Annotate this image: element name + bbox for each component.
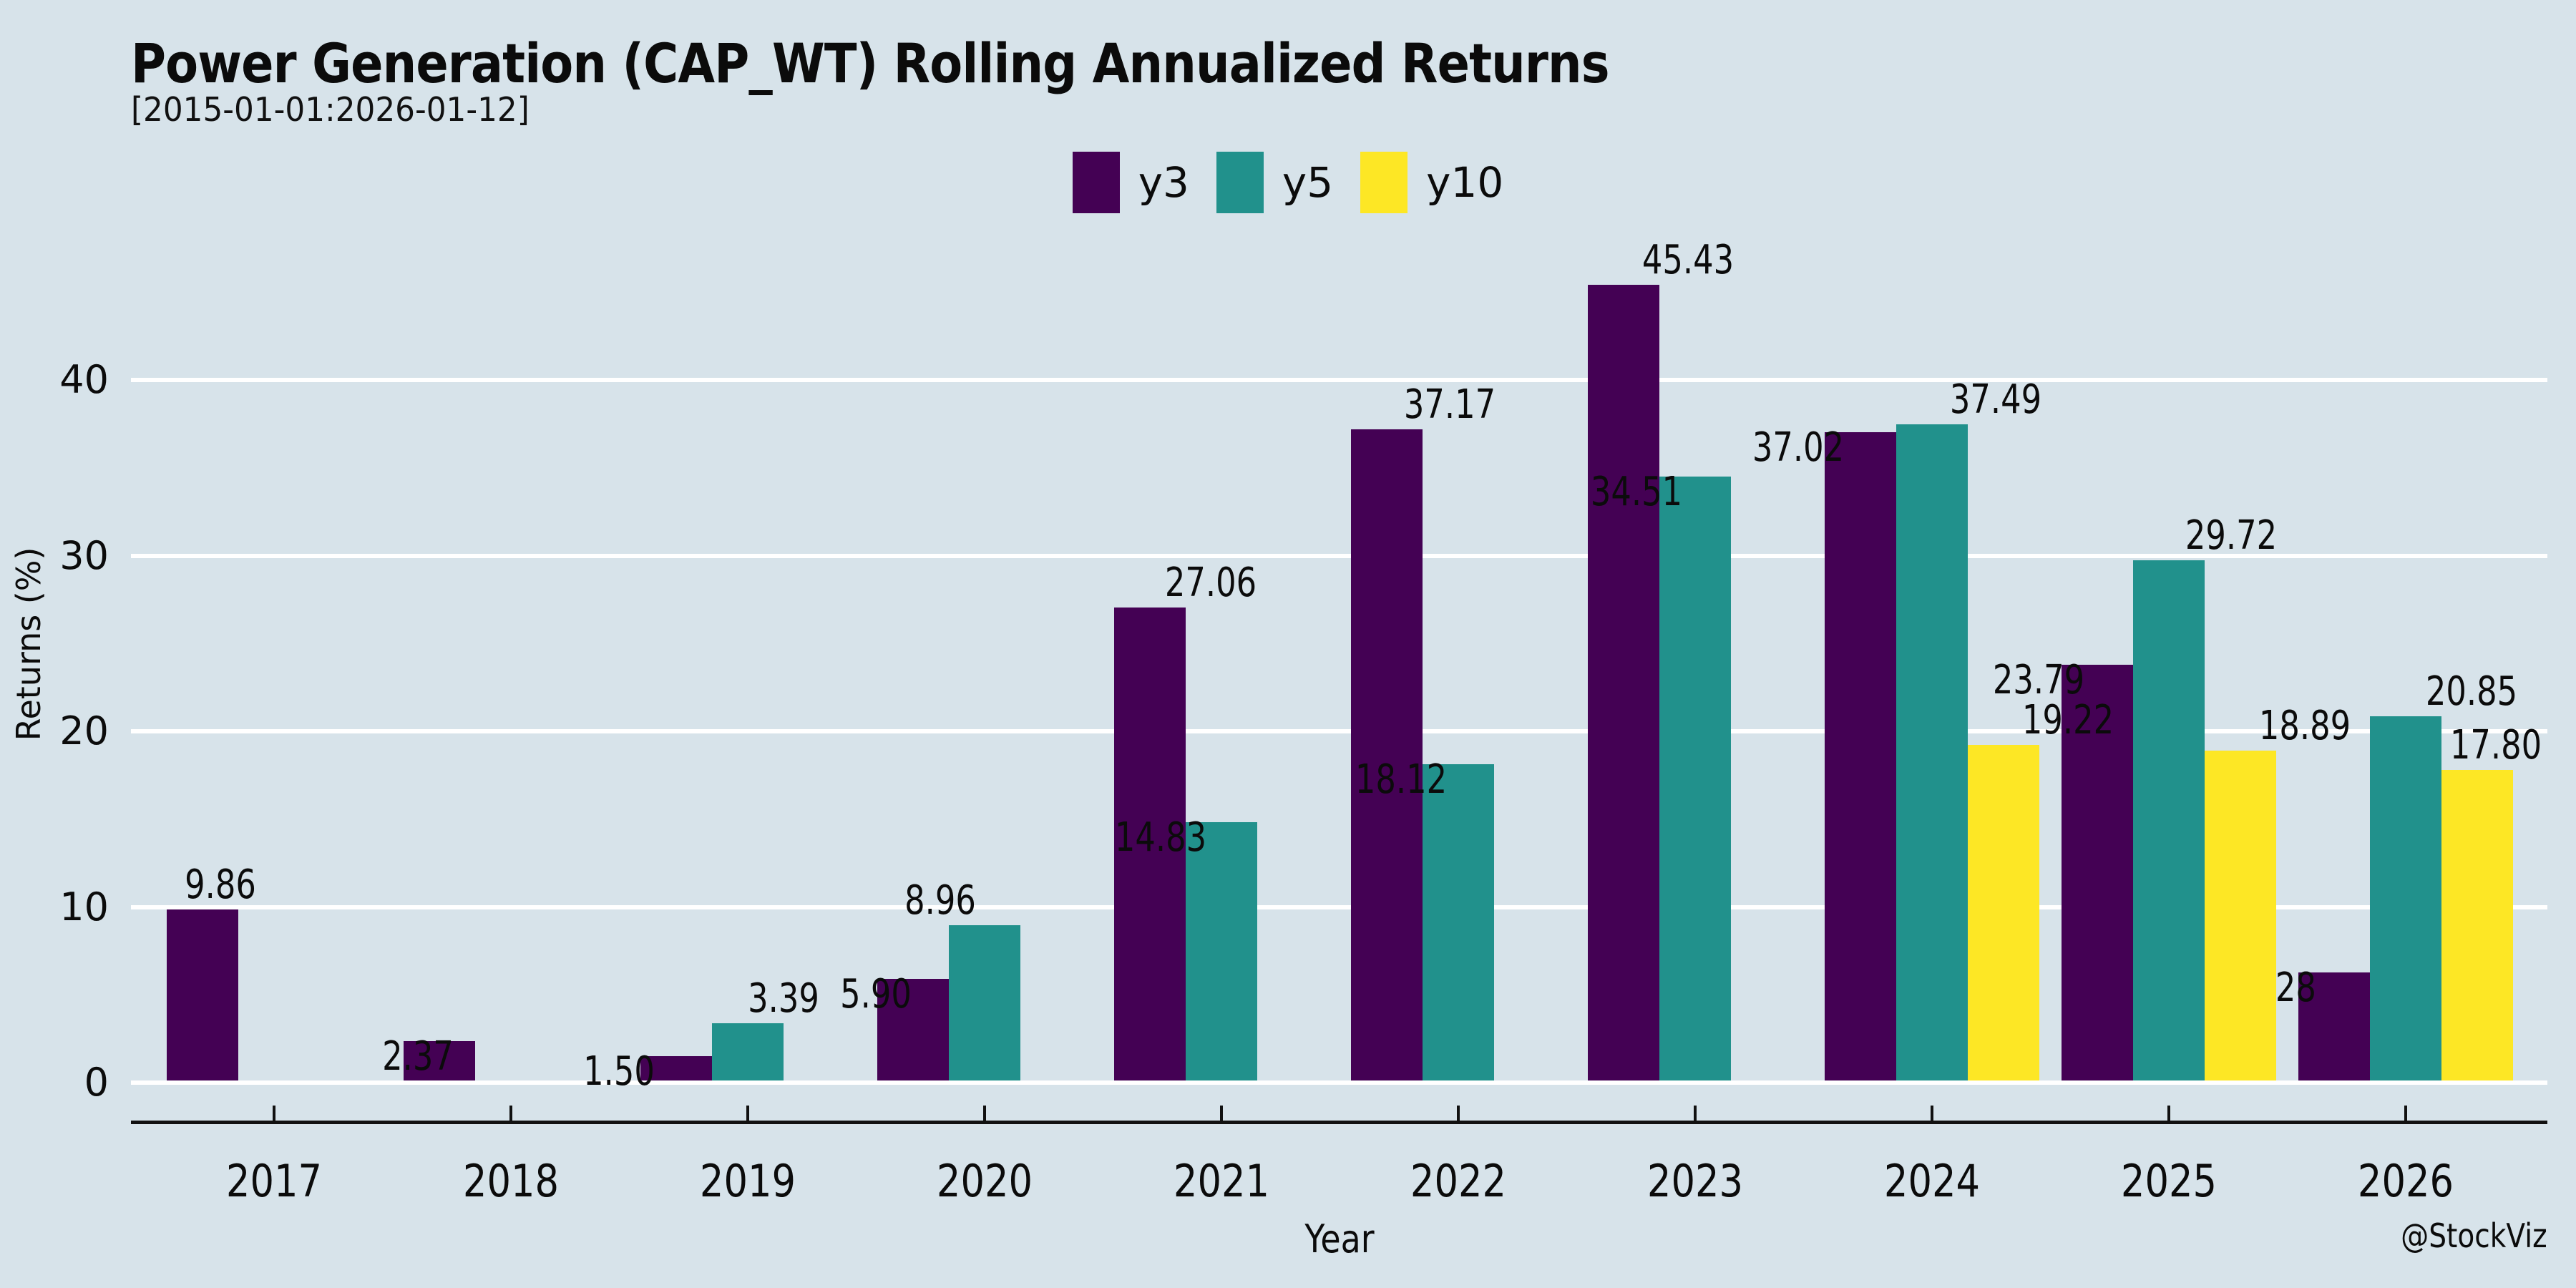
x-tick-label-2026: 2026 (2357, 1155, 2454, 1207)
x-tick-label-2025: 2025 (2120, 1155, 2218, 1207)
gridline-0 (131, 1080, 2547, 1085)
bar-2025-y3 (2062, 664, 2133, 1080)
gridline-40 (131, 378, 2547, 382)
bar-2024-y10 (1968, 745, 2039, 1080)
y-tick-label-0: 0 (84, 1060, 109, 1105)
bar-2022-y3 (1351, 429, 1423, 1080)
bar-2019-y3 (640, 1056, 712, 1080)
legend: y3 y5 y10 (0, 147, 2576, 218)
bar-2019-y5 (712, 1023, 784, 1080)
y-tick-label-40: 40 (59, 357, 109, 402)
bar-2026-y10 (2441, 770, 2513, 1080)
x-tick-label-2020: 2020 (936, 1155, 1033, 1207)
gridline-10 (131, 904, 2547, 909)
x-tick-mark-2023 (1694, 1106, 1697, 1121)
bar-value-label-2025-y5: 29.72 (2185, 512, 2278, 560)
legend-swatch-y10 (1360, 152, 1408, 213)
bar-2020-y3 (877, 979, 949, 1080)
bar-2023-y5 (1659, 476, 1731, 1080)
bar-2022-y5 (1423, 764, 1494, 1080)
bar-value-label-2022-y5: 18.12 (1355, 756, 1448, 804)
bar-value-label-2018-y3: 2.37 (382, 1033, 454, 1080)
x-tick-label-2023: 2023 (1646, 1155, 1744, 1207)
x-tick-mark-2026 (2404, 1106, 2407, 1121)
legend-label-y5: y5 (1282, 158, 1334, 207)
bar-2023-y3 (1588, 284, 1659, 1080)
bar-2020-y5 (949, 925, 1020, 1080)
bar-value-label-2019-y3: 1.50 (583, 1048, 655, 1096)
x-tick-label-2024: 2024 (1883, 1155, 1981, 1207)
x-tick-label-2022: 2022 (1410, 1155, 1507, 1207)
x-tick-mark-2020 (983, 1106, 986, 1121)
legend-item-y10: y10 (1360, 152, 1503, 213)
gridline-30 (131, 553, 2547, 558)
x-tick-mark-2021 (1220, 1106, 1223, 1121)
bar-value-label-2025-y10: 18.89 (2258, 703, 2351, 750)
bar-value-label-2023-y3: 45.43 (1641, 236, 1735, 283)
x-tick-mark-2022 (1457, 1106, 1460, 1121)
bar-value-label-2026-y5: 20.85 (2425, 668, 2518, 716)
legend-swatch-y3 (1072, 152, 1120, 213)
bar-2024-y5 (1896, 424, 1968, 1080)
bar-value-label-2024-y5: 37.49 (1949, 376, 2042, 423)
bar-value-label-2017-y3: 9.86 (185, 861, 256, 908)
y-tick-label-30: 30 (59, 532, 109, 578)
watermark-stockviz: @StockViz (2401, 1216, 2547, 1255)
bar-2026-y5 (2370, 716, 2441, 1080)
bar-value-label-2025-y3: 23.79 (1992, 656, 2085, 703)
bar-value-label-2024-y10: 19.22 (2021, 697, 2114, 744)
bar-value-label-2022-y3: 37.17 (1403, 381, 1496, 429)
bar-2025-y10 (2205, 751, 2276, 1080)
gridline-20 (131, 729, 2547, 733)
x-tick-label-2017: 2017 (225, 1155, 323, 1207)
x-axis-line (131, 1121, 2547, 1124)
bar-value-label-2026-y10: 17.80 (2449, 722, 2542, 769)
x-tick-label-2019: 2019 (699, 1155, 796, 1207)
x-axis-title: Year (1304, 1216, 1375, 1262)
bar-2021-y3 (1114, 607, 1186, 1080)
y-tick-label-10: 10 (59, 884, 109, 930)
bar-2024-y3 (1825, 432, 1896, 1080)
legend-item-y3: y3 (1072, 152, 1189, 213)
bar-value-label-2020-y3: 5.90 (840, 971, 912, 1018)
bar-value-label-2021-y3: 27.06 (1164, 559, 1257, 606)
bar-value-label-2020-y5: 8.96 (904, 877, 976, 924)
bar-value-label-2024-y3: 37.02 (1752, 424, 1845, 472)
x-tick-mark-2019 (746, 1106, 749, 1121)
x-tick-label-2018: 2018 (462, 1155, 560, 1207)
bar-2026-y3 (2298, 972, 2370, 1080)
legend-swatch-y5 (1216, 152, 1264, 213)
bar-2018-y3 (404, 1040, 475, 1080)
chart-title: Power Generation (CAP_WT) Rolling Annual… (131, 31, 1610, 95)
x-tick-mark-2018 (509, 1106, 512, 1121)
bar-2017-y3 (167, 909, 238, 1080)
x-tick-mark-2024 (1931, 1106, 1933, 1121)
bar-value-label-2019-y5: 3.39 (748, 975, 819, 1022)
bar-2025-y5 (2133, 560, 2205, 1080)
bar-value-label-2021-y5: 14.83 (1114, 814, 1207, 861)
y-tick-label-20: 20 (59, 708, 109, 753)
bar-value-label-2023-y5: 34.51 (1590, 468, 1683, 515)
chart-subtitle: [2015-01-01:2026-01-12] (131, 90, 530, 129)
legend-item-y5: y5 (1216, 152, 1333, 213)
legend-label-y10: y10 (1426, 158, 1504, 207)
legend-label-y3: y3 (1138, 158, 1189, 207)
x-tick-mark-2017 (273, 1106, 275, 1121)
x-tick-label-2021: 2021 (1173, 1155, 1270, 1207)
bar-2021-y5 (1186, 821, 1257, 1080)
x-tick-mark-2025 (2167, 1106, 2170, 1121)
